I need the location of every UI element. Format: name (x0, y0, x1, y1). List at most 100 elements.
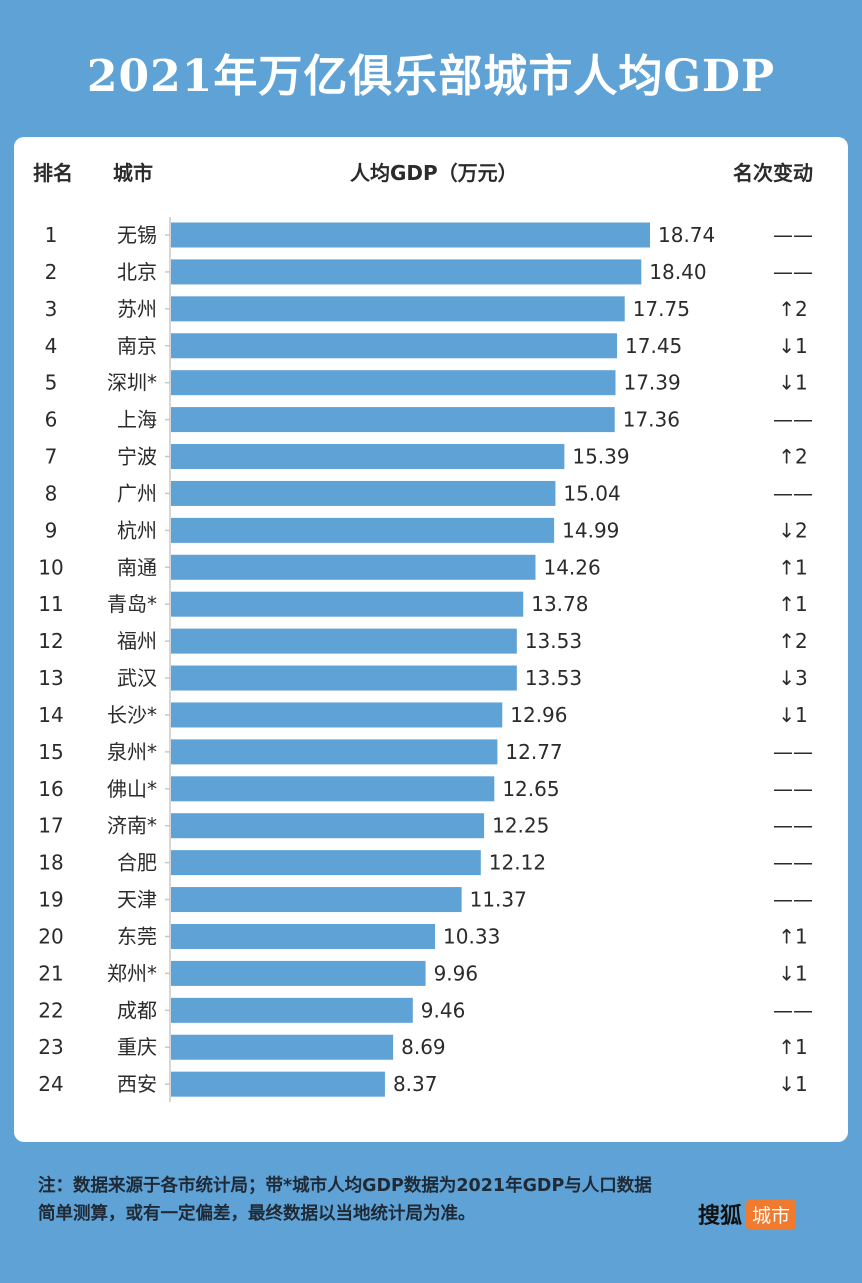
rank-label: 23 (38, 1035, 63, 1059)
rank-label: 10 (38, 555, 63, 579)
value-label: 12.65 (502, 777, 559, 801)
value-label: 17.75 (633, 297, 690, 321)
city-label: 杭州 (117, 518, 157, 542)
rank-change-label: ↓2 (778, 518, 807, 542)
city-label: 郑州* (107, 961, 157, 985)
value-label: 9.46 (421, 998, 466, 1022)
rank-label: 18 (38, 851, 63, 875)
rank-change-label: —— (773, 814, 813, 838)
rank-label: 16 (38, 777, 63, 801)
rank-label: 20 (38, 924, 63, 948)
value-label: 17.36 (623, 408, 680, 432)
rank-label: 1 (45, 223, 58, 247)
bar (171, 296, 625, 322)
bar (171, 1071, 385, 1097)
header-city: 城市 (113, 161, 153, 185)
chart-panel: 排名 城市 人均GDP（万元） 名次变动 1 无锡 18.74 —— 2 北京 18.40 —… (14, 137, 848, 1142)
value-label: 11.37 (470, 888, 527, 912)
city-label: 重庆 (117, 1035, 157, 1059)
bar (171, 628, 517, 654)
rank-label: 8 (45, 481, 58, 505)
value-label: 9.96 (434, 961, 479, 985)
footnote: 注：数据来源于各市统计局；带*城市人均GDP数据为2021年GDP与人口数据简单… (38, 1176, 652, 1224)
rank-change-label: —— (773, 851, 813, 875)
rank-change-label: —— (773, 260, 813, 284)
bar (171, 665, 517, 691)
rank-change-label: ↓1 (778, 1072, 807, 1096)
bar (171, 960, 426, 986)
rank-change-label: ↓3 (778, 666, 807, 690)
rank-change-label: —— (773, 740, 813, 764)
rank-change-label: ↓1 (778, 703, 807, 727)
bar (171, 887, 462, 913)
header-rank: 排名 (33, 161, 73, 185)
rank-label: 6 (45, 408, 58, 432)
city-label: 合肥 (117, 851, 157, 875)
value-label: 8.69 (401, 1035, 446, 1059)
rank-label: 17 (38, 814, 63, 838)
rank-change-label: —— (773, 481, 813, 505)
bar (171, 333, 618, 359)
rank-label: 15 (38, 740, 63, 764)
bar (171, 444, 565, 470)
bar (171, 923, 436, 949)
value-label: 12.25 (492, 814, 549, 838)
bar (171, 850, 481, 876)
city-label: 苏州 (117, 297, 157, 321)
city-label: 青岛* (107, 592, 157, 616)
bar (171, 813, 485, 839)
rank-change-label: —— (773, 223, 813, 247)
bar (171, 222, 650, 248)
city-label: 上海 (117, 408, 157, 432)
bar (171, 370, 616, 396)
bar (171, 259, 642, 285)
rank-change-label: ↓1 (778, 371, 807, 395)
brand-name: 搜狐 (698, 1204, 743, 1229)
city-label: 宁波 (117, 445, 157, 469)
city-label: 西安 (117, 1072, 157, 1096)
rank-change-label: ↑1 (778, 924, 807, 948)
rank-change-label: ↑2 (778, 297, 807, 321)
rank-change-label: ↓1 (778, 961, 807, 985)
value-label: 14.99 (562, 518, 619, 542)
rank-label: 24 (38, 1072, 63, 1096)
bar (171, 591, 524, 617)
chart-title: 2021年万亿俱乐部城市人均GDP (86, 51, 776, 102)
value-label: 12.96 (510, 703, 567, 727)
brand-tag: 城市 (746, 1199, 797, 1229)
city-label: 泉州* (107, 740, 157, 764)
city-label: 天津 (117, 888, 157, 912)
rank-change-label: —— (773, 777, 813, 801)
city-label: 佛山* (107, 777, 157, 801)
city-label: 南京 (117, 334, 157, 358)
rank-label: 3 (45, 297, 58, 321)
bar (171, 407, 615, 433)
value-label: 17.45 (625, 334, 682, 358)
value-label: 10.33 (443, 924, 500, 948)
bar (171, 997, 413, 1023)
header-value: 人均GDP（万元） (350, 161, 518, 185)
value-label: 17.39 (623, 371, 680, 395)
value-label: 8.37 (393, 1072, 438, 1096)
bar (171, 554, 536, 580)
rank-change-label: —— (773, 408, 813, 432)
bar (171, 702, 503, 728)
city-label: 东莞 (117, 924, 157, 948)
value-label: 12.77 (505, 740, 562, 764)
city-label: 长沙* (107, 703, 157, 727)
rank-label: 7 (45, 445, 58, 469)
rank-change-label: ↑2 (778, 445, 807, 469)
city-label: 武汉 (117, 666, 157, 690)
rank-label: 5 (45, 371, 58, 395)
city-label: 深圳* (107, 371, 157, 395)
rank-change-label: ↑1 (778, 592, 807, 616)
rank-change-label: ↑1 (778, 555, 807, 579)
value-label: 15.39 (572, 445, 629, 469)
rank-label: 4 (45, 334, 58, 358)
city-label: 福州 (117, 629, 157, 653)
city-label: 济南* (107, 814, 157, 838)
value-label: 14.26 (543, 555, 600, 579)
rank-label: 19 (38, 888, 63, 912)
rank-label: 9 (45, 518, 58, 542)
value-label: 13.78 (531, 592, 588, 616)
